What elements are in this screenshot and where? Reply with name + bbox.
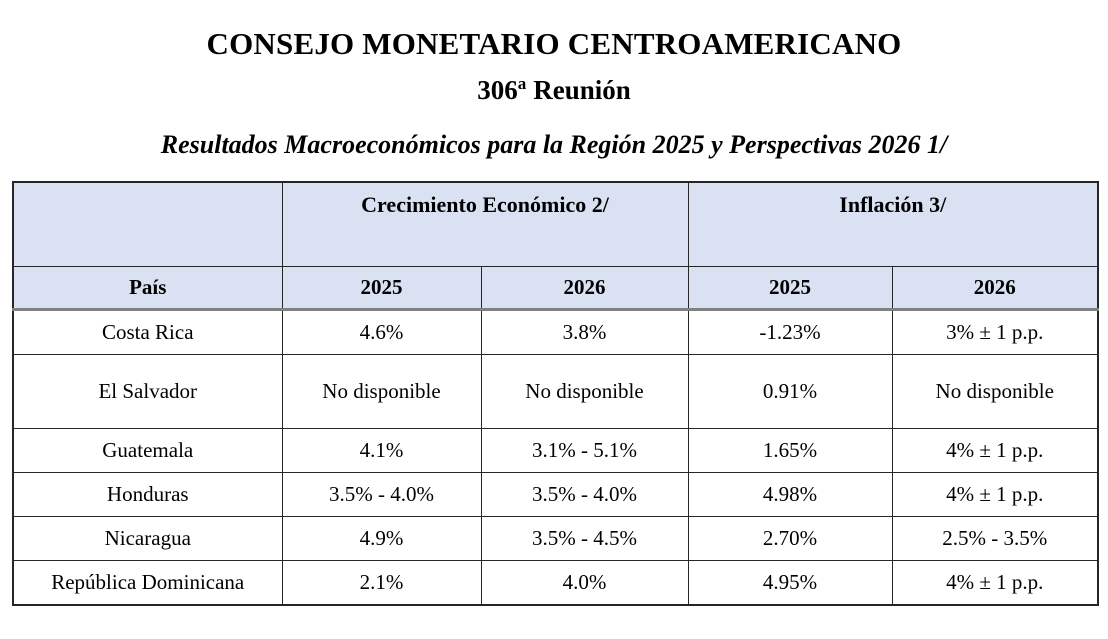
value-cell: 4.1% [281, 428, 482, 473]
group-header-growth: Crecimiento Económico 2/ [281, 181, 689, 267]
value-cell: 2.1% [281, 560, 482, 606]
country-cell: Costa Rica [12, 309, 283, 355]
table-row-costa-rica: Costa Rica 4.6% 3.8% -1.23% 3% ± 1 p.p. [12, 309, 1099, 355]
column-header-pais: País [12, 266, 283, 311]
country-cell: República Dominicana [12, 560, 283, 606]
value-cell: 2.5% - 3.5% [891, 516, 1099, 561]
table-group-header-row: Crecimiento Económico 2/ Inflación 3/ [12, 181, 1099, 267]
group-header-inflation: Inflación 3/ [687, 181, 1099, 267]
value-cell: 4% ± 1 p.p. [891, 472, 1099, 517]
value-cell: No disponible [480, 354, 689, 429]
country-cell: Honduras [12, 472, 283, 517]
meeting-subtitle: 306a Reunión [0, 75, 1108, 106]
value-cell: No disponible [891, 354, 1099, 429]
table-row-el-salvador: El Salvador No disponible No disponible … [12, 354, 1099, 429]
table-row-nicaragua: Nicaragua 4.9% 3.5% - 4.5% 2.70% 2.5% - … [12, 516, 1099, 561]
corner-cell [12, 181, 283, 267]
value-cell: 3.8% [480, 309, 689, 355]
table-column-header-row: País 2025 2026 2025 2026 [12, 266, 1099, 311]
value-cell: 1.65% [687, 428, 893, 473]
country-cell: El Salvador [12, 354, 283, 429]
document-page: CONSEJO MONETARIO CENTROAMERICANO 306a Re… [0, 26, 1108, 639]
table-row-guatemala: Guatemala 4.1% 3.1% - 5.1% 1.65% 4% ± 1 … [12, 428, 1099, 473]
value-cell: 4% ± 1 p.p. [891, 428, 1099, 473]
value-cell: 4.0% [480, 560, 689, 606]
value-cell: 4.6% [281, 309, 482, 355]
value-cell: 4% ± 1 p.p. [891, 560, 1099, 606]
column-header-growth-2026: 2026 [480, 266, 689, 311]
country-cell: Guatemala [12, 428, 283, 473]
value-cell: 3.5% - 4.5% [480, 516, 689, 561]
column-header-inflation-2026: 2026 [891, 266, 1099, 311]
meeting-number: 306 [477, 75, 518, 105]
meeting-word: Reunión [533, 75, 631, 105]
value-cell: 3% ± 1 p.p. [891, 309, 1099, 355]
country-cell: Nicaragua [12, 516, 283, 561]
value-cell: 4.9% [281, 516, 482, 561]
value-cell: 4.95% [687, 560, 893, 606]
meeting-ordinal: a [517, 74, 527, 93]
value-cell: 3.1% - 5.1% [480, 428, 689, 473]
macro-results-table: Crecimiento Económico 2/ Inflación 3/ Pa… [12, 181, 1099, 606]
value-cell: 2.70% [687, 516, 893, 561]
column-header-inflation-2025: 2025 [687, 266, 893, 311]
value-cell: No disponible [281, 354, 482, 429]
table-row-honduras: Honduras 3.5% - 4.0% 3.5% - 4.0% 4.98% 4… [12, 472, 1099, 517]
value-cell: -1.23% [687, 309, 893, 355]
value-cell: 4.98% [687, 472, 893, 517]
table-row-republica-dominicana: República Dominicana 2.1% 4.0% 4.95% 4% … [12, 560, 1099, 606]
report-subtitle: Resultados Macroeconómicos para la Regió… [160, 130, 948, 159]
value-cell: 3.5% - 4.0% [480, 472, 689, 517]
column-header-growth-2025: 2025 [281, 266, 482, 311]
document-title: CONSEJO MONETARIO CENTROAMERICANO [206, 26, 902, 61]
value-cell: 0.91% [687, 354, 893, 429]
value-cell: 3.5% - 4.0% [281, 472, 482, 517]
